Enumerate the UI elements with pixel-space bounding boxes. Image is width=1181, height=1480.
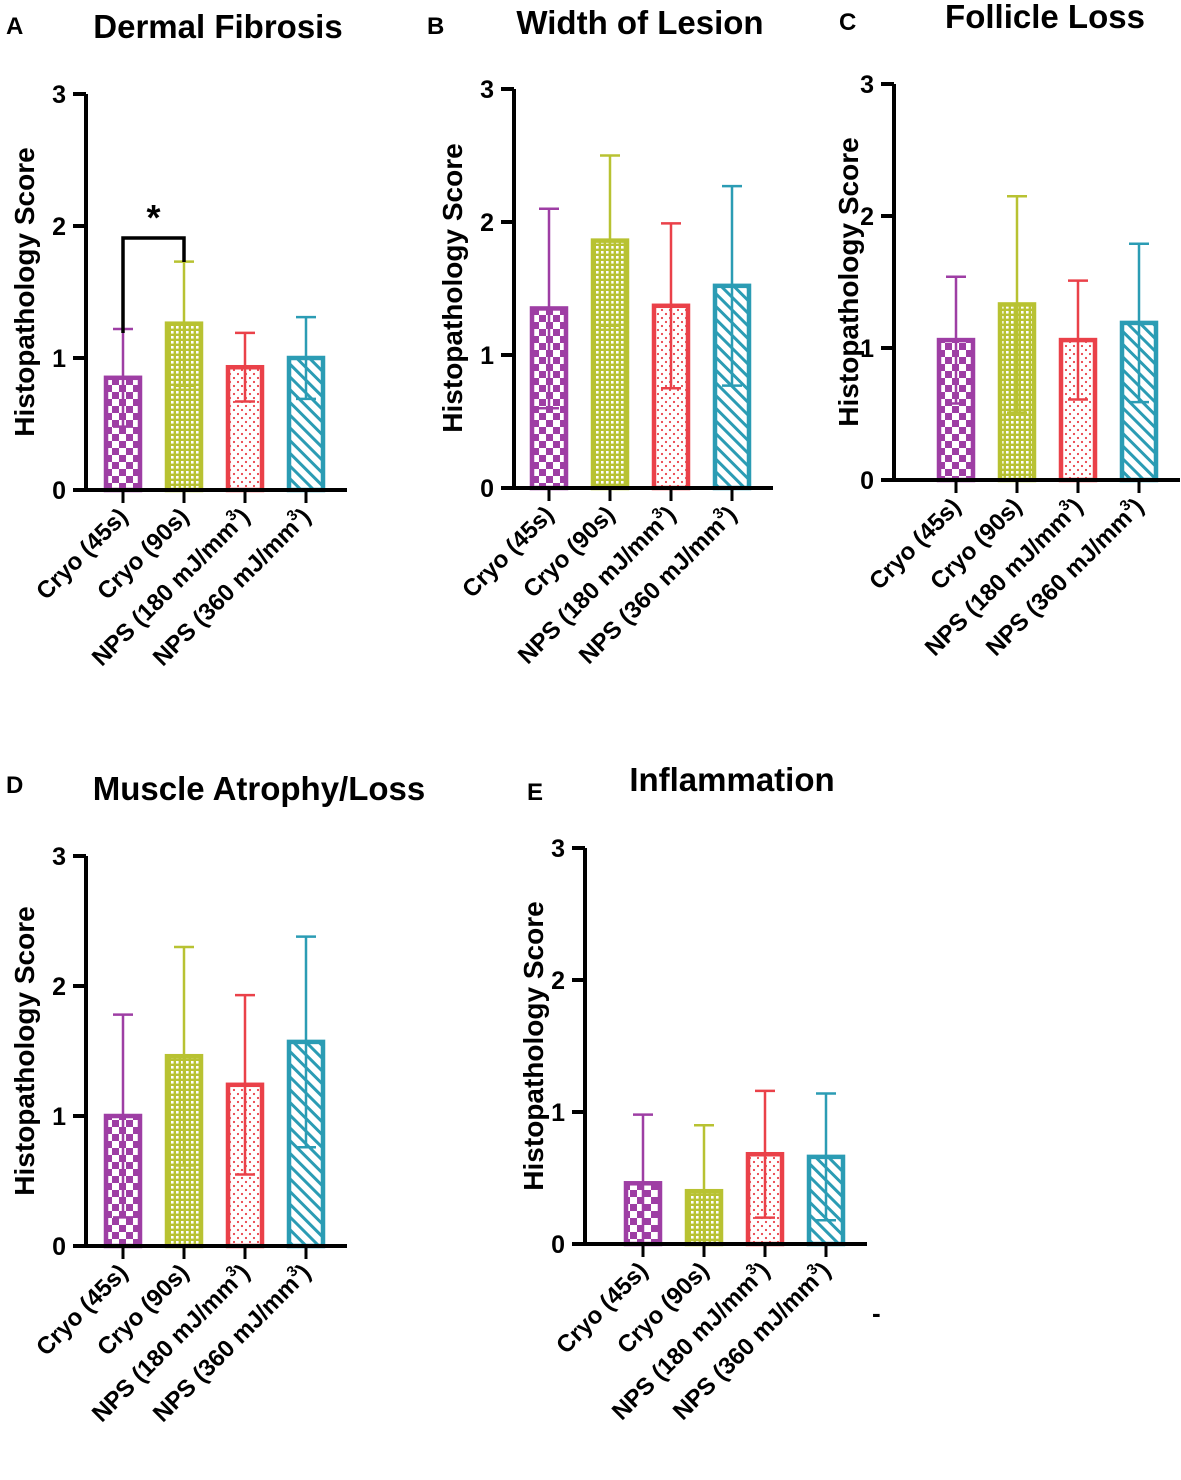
panel-letter: C	[839, 9, 856, 36]
y-tick-label: 3	[551, 835, 565, 863]
y-tick-label: 1	[480, 342, 494, 370]
chart-title: Follicle Loss	[945, 0, 1145, 35]
y-tick-label: 2	[860, 203, 874, 231]
y-tick-label: 2	[52, 973, 66, 1001]
stray-dash-mark: -	[872, 1298, 881, 1328]
y-tick-label: 0	[551, 1231, 565, 1259]
y-tick-label: 0	[52, 1233, 66, 1261]
y-tick-label: 0	[860, 467, 874, 495]
y-axis-label: Histopathology Score	[833, 137, 864, 426]
significance-star: *	[146, 197, 160, 238]
chart-title: Width of Lesion	[516, 4, 763, 41]
y-tick-label: 0	[52, 477, 66, 505]
y-tick-label: 2	[551, 967, 565, 995]
panel-b: B Width of Lesion Histopathology Score 0 1 2 3…	[427, 4, 773, 670]
y-tick-label: 2	[480, 209, 494, 237]
y-tick-label: 3	[52, 81, 66, 109]
y-axis-label: Histopathology Score	[437, 143, 468, 432]
y-tick-label: 1	[860, 335, 874, 363]
y-tick-label: 3	[860, 71, 874, 99]
y-tick-label: 0	[480, 475, 494, 503]
y-axis-label: Histopathology Score	[9, 906, 40, 1195]
panel-a: A Dermal Fibrosis Histopathology Score 0 1 2 3…	[6, 8, 347, 672]
y-tick-label: 2	[52, 213, 66, 241]
significance-bracket	[121, 236, 186, 333]
chart-title: Muscle Atrophy/Loss	[93, 770, 426, 807]
panel-letter: A	[6, 13, 23, 40]
y-tick-label: 1	[551, 1099, 565, 1127]
chart-title: Dermal Fibrosis	[93, 8, 342, 45]
y-axis-label: Histopathology Score	[9, 147, 40, 436]
y-tick-label: 1	[52, 1103, 66, 1131]
y-axis-label: Histopathology Score	[518, 901, 549, 1190]
panel-letter: D	[6, 772, 23, 799]
y-tick-label: 1	[52, 345, 66, 373]
panel-d: D Muscle Atrophy/Loss Histopathology Score…	[6, 770, 425, 1428]
panel-letter: B	[427, 13, 444, 40]
chart-title: Inflammation	[629, 761, 834, 798]
y-tick-label: 3	[480, 76, 494, 104]
panel-letter: E	[527, 779, 543, 806]
y-tick-label: 3	[52, 843, 66, 871]
